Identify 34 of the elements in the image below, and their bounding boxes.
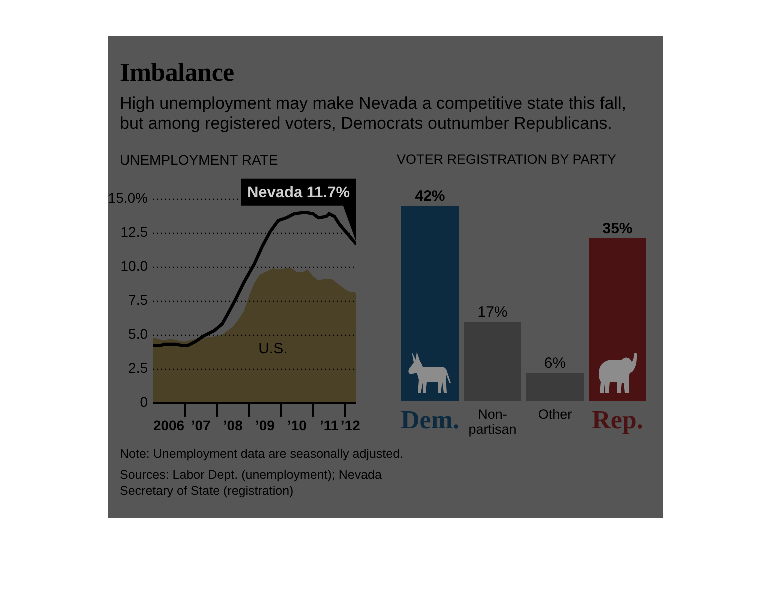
annotation: Nevada 11.7% <box>247 184 350 202</box>
x-tick-label: ’10 <box>288 417 308 434</box>
bar <box>526 373 584 401</box>
y-tick-label: 12.5 <box>120 224 148 240</box>
x-tick-label: Non-partisan <box>468 407 517 437</box>
text: High unemployment may make Nevada a competitive state this fall, but among registered voters, Democrats outnumber Republicans. <box>120 94 628 134</box>
x-tick-label: ’07 <box>191 417 212 434</box>
y-tick-label: 10.0 <box>120 258 148 274</box>
y-tick-label: 7.5 <box>128 292 148 308</box>
data-label: 6% <box>544 355 566 372</box>
x-tick-label: 2006 <box>153 417 185 434</box>
chart-title: UNEMPLOYMENT RATE <box>120 152 278 168</box>
x-tick-label: ’11 <box>320 417 339 434</box>
data-label: 17% <box>478 304 508 322</box>
text: Note: Unemployment data are seasonally adjusted. <box>120 446 404 462</box>
y-tick-label: 15.0% <box>108 190 148 206</box>
x-tick-label: ’08 <box>223 417 244 434</box>
x-tick-label: ’09 <box>255 417 276 434</box>
x-tick-label: Dem. <box>401 405 460 434</box>
chart-title: VOTER REGISTRATION BY PARTY <box>397 152 617 168</box>
data-label: 35% <box>602 220 633 238</box>
bar <box>402 206 459 401</box>
x-tick-label: Other <box>538 407 573 422</box>
y-tick-label: 0 <box>140 394 148 410</box>
x-tick-label: ’12 <box>340 417 361 434</box>
series-label: U.S. <box>258 340 288 358</box>
y-tick-label: 2.5 <box>128 360 148 376</box>
text: Imbalance <box>120 58 236 88</box>
data-label: 42% <box>415 188 446 205</box>
y-tick-label: 5.0 <box>128 326 148 342</box>
source-note: Sources: Labor Dept. (unemployment); Nevada Secretary of State (registration) <box>120 467 383 499</box>
bar <box>589 238 646 401</box>
bar <box>464 322 522 401</box>
x-tick-label: Rep. <box>592 405 644 434</box>
